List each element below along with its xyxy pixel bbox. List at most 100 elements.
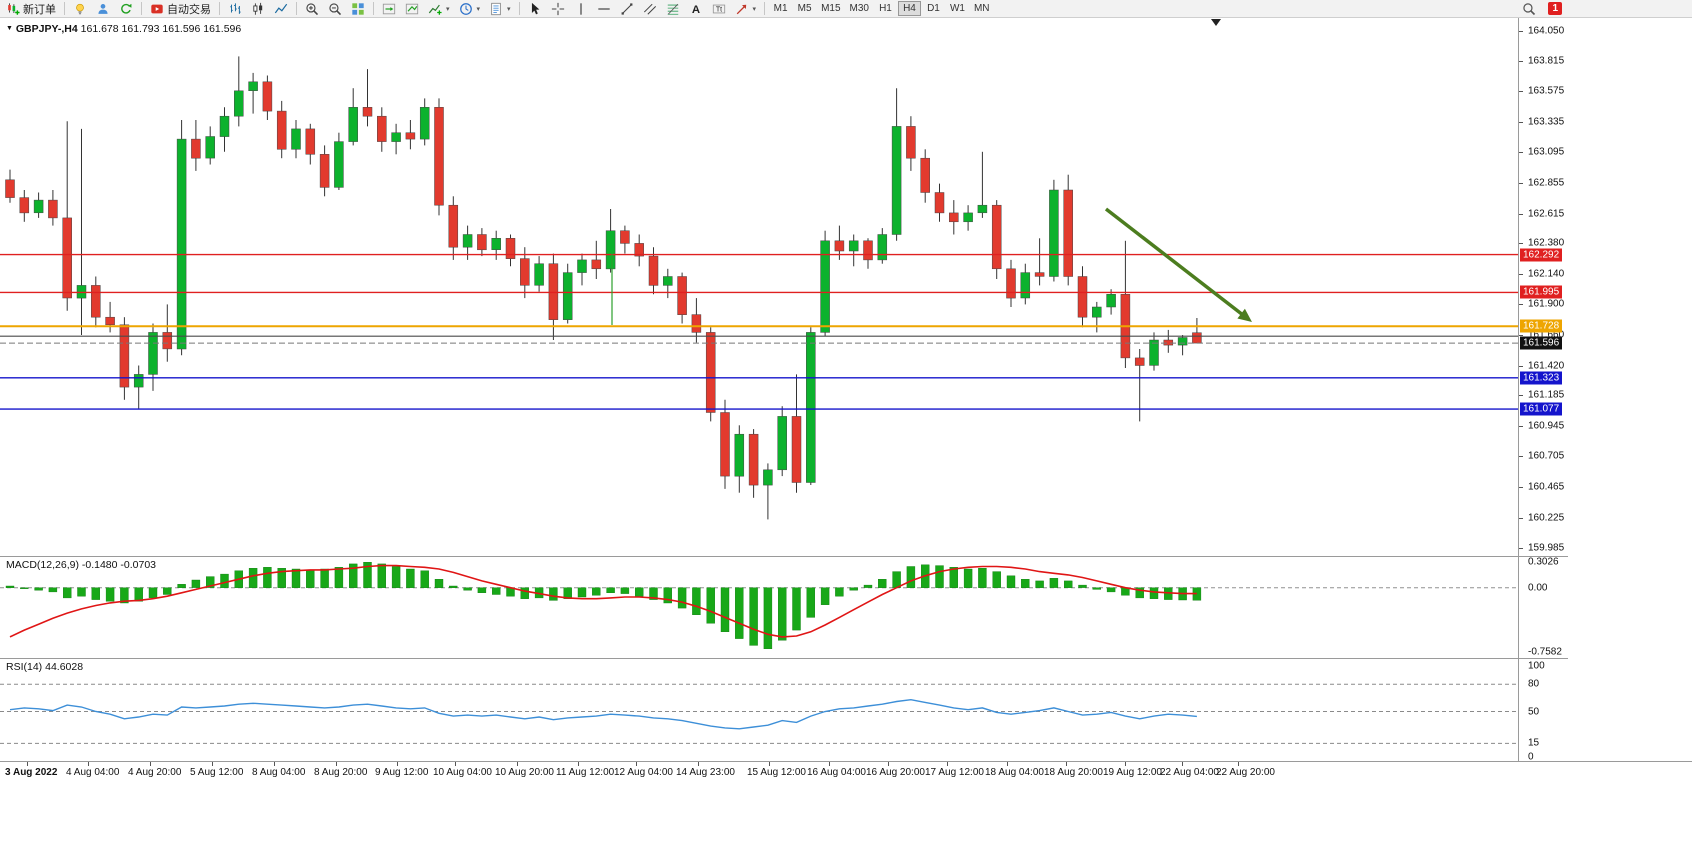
price-axis-label: 162.615 (1528, 208, 1565, 219)
arrows-tool-button[interactable]: ▾ (731, 1, 761, 17)
fibonacci-icon (666, 2, 680, 16)
search-button[interactable] (1518, 1, 1540, 17)
horizontal-line-icon (597, 2, 611, 16)
macd-panel-canvas[interactable] (0, 556, 1518, 658)
rsi-axis-label: 0 (1528, 751, 1534, 763)
time-tick (150, 762, 151, 766)
text-tool-button[interactable]: A (685, 1, 707, 17)
price-tick (1519, 456, 1523, 458)
timeframe-m30-button[interactable]: M30 (846, 1, 873, 16)
templates-button[interactable]: ▾ (485, 1, 515, 17)
dropdown-caret-icon[interactable]: ▾ (752, 5, 757, 13)
dropdown-caret-icon[interactable]: ▾ (507, 5, 511, 13)
price-axis-label: 161.900 (1528, 298, 1565, 310)
indicators-icon (428, 2, 442, 16)
time-label: 8 Aug 04:00 (252, 767, 306, 778)
ideas-button[interactable] (69, 1, 91, 17)
crosshair-button[interactable] (547, 1, 569, 17)
trendline-tool-button[interactable] (616, 1, 638, 17)
time-tick (397, 762, 398, 766)
price-axis-border (1518, 18, 1519, 761)
vertical-line-icon (574, 2, 588, 16)
dropdown-caret-icon[interactable]: ▾ (476, 5, 481, 13)
timeframe-m1-button[interactable]: M1 (769, 1, 792, 16)
collapse-arrow-icon[interactable]: ▼ (6, 25, 13, 32)
tile-windows-icon (351, 2, 365, 16)
templates-icon (489, 2, 503, 16)
periods-button[interactable]: ▾ (455, 1, 485, 17)
rsi-panel-separator[interactable] (0, 658, 1568, 659)
timeframe-d1-button[interactable]: D1 (922, 1, 945, 16)
price-tick (1519, 121, 1523, 123)
cursor-button[interactable] (524, 1, 546, 17)
notification-badge[interactable]: 1 (1548, 2, 1562, 15)
text-label-tool-button[interactable]: Tt (708, 1, 730, 17)
new-order-icon (6, 2, 20, 16)
horizontal-line-tool-button[interactable] (593, 1, 615, 17)
channel-icon (643, 2, 657, 16)
time-label: 15 Aug 12:00 (747, 767, 806, 778)
price-tick (1519, 183, 1523, 184)
price-tag[interactable]: 161.995 (1520, 285, 1563, 299)
community-button[interactable] (92, 1, 114, 17)
time-axis[interactable]: 3 Aug 2022 4 Aug 04:00 4 Aug 20:00 5 Aug 12… (0, 761, 1692, 843)
main-chart-canvas[interactable] (0, 18, 1518, 556)
line-chart-mode-button[interactable] (270, 1, 292, 17)
candlestick-mode-button[interactable] (247, 1, 269, 17)
rsi-panel-canvas[interactable] (0, 658, 1518, 761)
time-tick (1182, 762, 1183, 766)
chart-window[interactable]: ▼ GBPJPY-,H4 161.678 161.793 161.596 161… (0, 18, 1692, 843)
refresh-button[interactable] (115, 1, 137, 17)
time-tick (947, 762, 948, 766)
price-tag[interactable]: 161.728 (1520, 319, 1563, 333)
toolbar-separator (219, 2, 220, 15)
autotrading-button[interactable]: 自动交易 (146, 1, 215, 17)
toolbar-separator (764, 2, 766, 15)
channel-tool-button[interactable] (639, 1, 661, 17)
svg-text:Tt: Tt (715, 6, 721, 13)
timeframe-h4-button[interactable]: H4 (897, 1, 921, 16)
time-label: 4 Aug 04:00 (66, 767, 120, 778)
price-axis[interactable]: 164.050 163.815 163.575 163.335 163.095 162.8… (1519, 18, 1692, 843)
price-tag[interactable]: 162.292 (1520, 248, 1563, 262)
timeframe-h1-button[interactable]: H1 (874, 1, 897, 16)
price-tick (1519, 425, 1523, 427)
price-tag[interactable]: 161.323 (1520, 371, 1563, 385)
indicators-button[interactable]: ▾ (424, 1, 454, 17)
time-label: 10 Aug 04:00 (433, 767, 492, 778)
new-order-button[interactable]: 新订单 (2, 1, 60, 17)
price-axis-label: 160.705 (1528, 450, 1565, 462)
timeframe-m5-button[interactable]: M5 (793, 1, 816, 16)
time-tick (829, 762, 830, 766)
chart-shift-button[interactable] (378, 1, 400, 17)
time-tick (698, 762, 699, 766)
fibonacci-tool-button[interactable] (662, 1, 684, 17)
lightbulb-icon (73, 2, 87, 16)
rsi-value: 44.6028 (45, 661, 84, 673)
vertical-line-tool-button[interactable] (570, 1, 592, 17)
chart-title: ▼ GBPJPY-,H4 161.678 161.793 161.596 161… (6, 23, 241, 35)
time-label: 4 Aug 20:00 (128, 767, 182, 778)
tile-windows-button[interactable] (347, 1, 369, 17)
price-axis-label: 160.945 (1528, 420, 1565, 432)
cursor-icon (528, 2, 542, 16)
symbol-period-label: GBPJPY-,H4 (15, 23, 78, 35)
time-tick (212, 762, 213, 766)
toolbar-separator (141, 2, 142, 15)
time-label: 18 Aug 04:00 (985, 767, 1044, 778)
new-order-label: 新订单 (23, 3, 56, 16)
dropdown-caret-icon[interactable]: ▾ (446, 5, 450, 13)
line-chart-icon (274, 2, 288, 16)
price-tag[interactable]: 161.596 (1520, 336, 1563, 350)
timeframe-mn-button[interactable]: MN (970, 1, 994, 16)
price-tick (1519, 91, 1523, 93)
price-tag[interactable]: 161.077 (1520, 402, 1563, 416)
timeframe-w1-button[interactable]: W1 (946, 1, 969, 16)
price-tick (1519, 152, 1523, 154)
timeframe-m15-button[interactable]: M15 (817, 1, 844, 16)
bar-chart-mode-button[interactable] (224, 1, 246, 17)
macd-panel-separator[interactable] (0, 556, 1568, 557)
auto-scroll-button[interactable] (401, 1, 423, 17)
zoom-out-button[interactable] (324, 1, 346, 17)
zoom-in-button[interactable] (301, 1, 323, 17)
